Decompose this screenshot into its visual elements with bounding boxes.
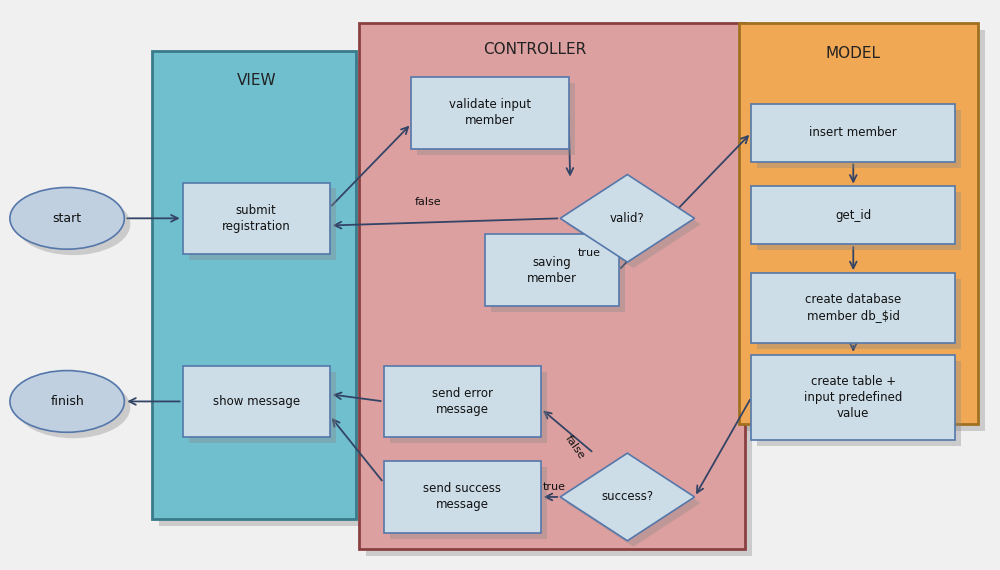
Ellipse shape <box>16 377 130 438</box>
Text: success?: success? <box>601 490 653 503</box>
FancyBboxPatch shape <box>739 23 978 424</box>
FancyBboxPatch shape <box>183 182 330 254</box>
Ellipse shape <box>16 193 130 255</box>
Text: insert member: insert member <box>809 126 897 139</box>
Text: false: false <box>415 197 442 207</box>
Text: CONTROLLER: CONTROLLER <box>483 42 586 56</box>
FancyBboxPatch shape <box>384 461 541 533</box>
FancyBboxPatch shape <box>491 240 625 312</box>
Text: start: start <box>53 212 82 225</box>
FancyBboxPatch shape <box>757 279 961 349</box>
FancyBboxPatch shape <box>485 234 619 306</box>
Text: send success
message: send success message <box>423 482 501 511</box>
Text: get_id: get_id <box>835 209 871 222</box>
FancyBboxPatch shape <box>390 467 547 539</box>
FancyBboxPatch shape <box>152 51 356 519</box>
Ellipse shape <box>10 370 124 432</box>
FancyBboxPatch shape <box>390 372 547 443</box>
FancyBboxPatch shape <box>757 193 961 250</box>
Polygon shape <box>566 181 701 268</box>
FancyBboxPatch shape <box>751 355 955 440</box>
FancyBboxPatch shape <box>189 189 336 260</box>
FancyBboxPatch shape <box>359 23 745 549</box>
FancyBboxPatch shape <box>183 365 330 437</box>
Text: submit
registration: submit registration <box>222 204 291 233</box>
Text: send error
message: send error message <box>432 387 493 416</box>
FancyBboxPatch shape <box>751 186 955 244</box>
Text: MODEL: MODEL <box>826 46 881 60</box>
Text: validate input
member: validate input member <box>449 99 531 127</box>
Text: create table +
input predefined
value: create table + input predefined value <box>804 375 902 420</box>
Text: finish: finish <box>50 395 84 408</box>
FancyBboxPatch shape <box>757 361 961 446</box>
Text: valid?: valid? <box>610 212 645 225</box>
Polygon shape <box>560 453 695 541</box>
Text: create database
member db_$id: create database member db_$id <box>805 294 901 323</box>
Text: false: false <box>563 433 586 461</box>
FancyBboxPatch shape <box>189 372 336 443</box>
Text: saving
member: saving member <box>527 255 577 284</box>
Text: show message: show message <box>213 395 300 408</box>
FancyBboxPatch shape <box>411 77 569 149</box>
FancyBboxPatch shape <box>384 365 541 437</box>
FancyBboxPatch shape <box>751 273 955 343</box>
Text: VIEW: VIEW <box>236 74 276 88</box>
FancyBboxPatch shape <box>159 58 363 526</box>
FancyBboxPatch shape <box>757 110 961 168</box>
Text: true: true <box>578 248 601 258</box>
FancyBboxPatch shape <box>746 30 985 431</box>
Polygon shape <box>560 174 695 262</box>
Ellipse shape <box>10 188 124 249</box>
FancyBboxPatch shape <box>417 83 575 154</box>
FancyBboxPatch shape <box>751 104 955 162</box>
FancyBboxPatch shape <box>366 30 752 556</box>
Polygon shape <box>566 459 701 547</box>
Text: true: true <box>543 482 566 492</box>
